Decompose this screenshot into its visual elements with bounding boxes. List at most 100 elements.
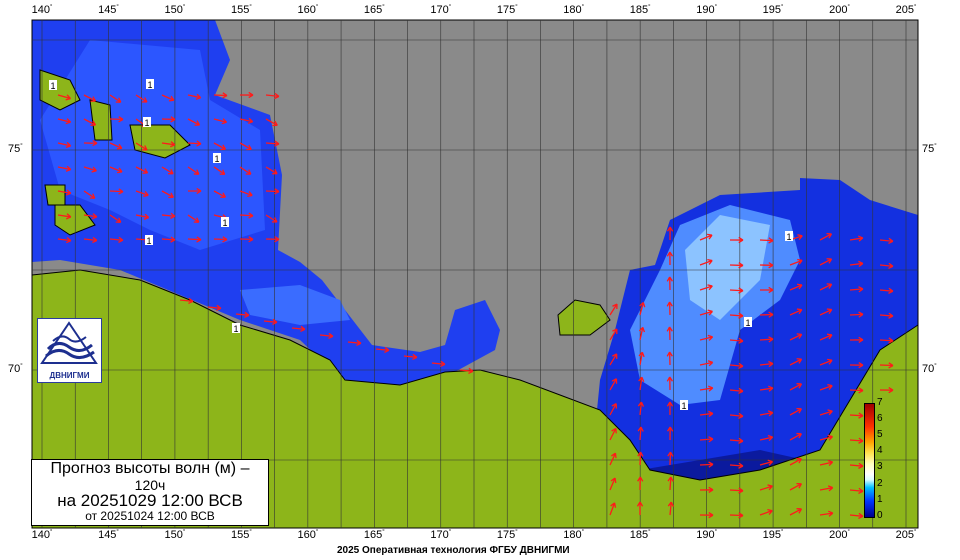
lat-label-70-right: 70° xyxy=(922,363,937,375)
wave-arrow xyxy=(637,451,644,466)
contour-label-bg xyxy=(145,235,153,245)
contour-label: 1 xyxy=(745,318,750,328)
wave-arrow xyxy=(819,384,833,391)
wave-arrow xyxy=(609,477,617,491)
lead-time: 120ч xyxy=(134,476,166,493)
wave-arrow xyxy=(819,434,834,441)
wave-arrow xyxy=(83,190,96,199)
wave-arrow xyxy=(239,142,252,151)
wave-arrow xyxy=(637,476,644,491)
wave-arrow xyxy=(109,166,123,174)
contour-label-bg xyxy=(221,217,229,227)
contour-label: 1 xyxy=(144,118,149,128)
lon-label: 195° xyxy=(762,4,784,16)
wave-arrow xyxy=(375,346,390,354)
wave-arrow xyxy=(849,462,864,469)
wave-arrow xyxy=(666,376,673,391)
wave-arrow xyxy=(729,287,744,294)
wave-arrow xyxy=(239,117,254,124)
wave-arrow xyxy=(849,311,864,318)
wave-arrow xyxy=(265,140,280,147)
wave-arrow xyxy=(699,511,714,519)
wave-arrow xyxy=(213,92,228,99)
wave-arrow xyxy=(849,387,864,394)
lon-label: 185° xyxy=(629,529,651,541)
wave-arrow xyxy=(207,304,222,312)
wave-arrow xyxy=(609,502,617,516)
contour-label: 1 xyxy=(786,232,791,242)
dvnigmi-logo: ДВНИГМИ xyxy=(37,318,102,383)
contour-label: 1 xyxy=(233,324,238,334)
wave-arrow xyxy=(187,214,200,223)
wave-arrow xyxy=(57,237,72,244)
lon-label: 180° xyxy=(563,4,585,16)
wave-arrow xyxy=(789,308,803,316)
wave-arrow xyxy=(849,260,864,268)
wave-arrow xyxy=(83,118,97,126)
wave-arrow xyxy=(789,407,803,416)
wave-arrow xyxy=(666,226,674,241)
wave-arrow xyxy=(57,94,71,101)
wave-arrow xyxy=(789,358,803,366)
wave-arrow xyxy=(187,236,202,243)
wave-arrow xyxy=(789,432,802,441)
wave-arrow xyxy=(849,412,864,419)
wave-arrow xyxy=(789,482,803,491)
lon-label: 155° xyxy=(230,4,252,16)
wave-arrow xyxy=(161,116,176,123)
wave-arrow xyxy=(819,358,833,366)
lon-label: 190° xyxy=(696,4,717,16)
contour-label: 1 xyxy=(681,401,686,411)
wave-arrow xyxy=(789,333,803,341)
wave-arrow xyxy=(161,212,176,219)
wave-arrow xyxy=(729,412,744,420)
wave-arrow xyxy=(667,426,674,441)
wave-arrow xyxy=(789,508,803,516)
contour-label: 1 xyxy=(50,81,55,91)
lon-label: 160° xyxy=(297,529,319,541)
contour-label: 1 xyxy=(146,236,151,246)
wave-arrow xyxy=(459,367,474,375)
wave-arrow xyxy=(879,237,894,245)
wave-arrow xyxy=(759,311,774,318)
wave-arrow xyxy=(729,387,744,395)
wave-arrow xyxy=(699,233,713,241)
lon-label: 185° xyxy=(629,4,651,16)
contour-label-bg xyxy=(146,79,154,89)
colorbar-tick-label: 3 xyxy=(877,461,883,473)
lat-label-70-left: 70° xyxy=(8,363,23,375)
wave-arrow xyxy=(161,166,174,175)
wave-arrow xyxy=(83,166,97,173)
wave-arrow xyxy=(849,286,864,293)
lon-label: 140° xyxy=(31,4,53,16)
wave-arrow xyxy=(759,336,774,343)
lon-label: 200° xyxy=(829,4,850,16)
wave-arrow xyxy=(666,276,673,291)
wave-arrow xyxy=(187,140,202,147)
colorbar-tick-label: 4 xyxy=(877,445,883,457)
wave-arrow xyxy=(636,501,644,516)
wave-arrow xyxy=(609,452,617,466)
wave-arrow xyxy=(609,402,618,416)
wave-arrow xyxy=(109,116,124,123)
wave-arrow xyxy=(759,360,774,368)
wave-arrow xyxy=(819,409,833,416)
wave-arrow xyxy=(666,251,674,266)
lon-label: 160° xyxy=(297,4,319,16)
lon-label: 170° xyxy=(430,4,452,16)
wave-arrow xyxy=(666,351,673,366)
contour-label-bg xyxy=(49,80,57,90)
wave-arrow xyxy=(819,283,833,291)
wave-direction-arrows xyxy=(57,91,894,520)
lon-label: 165° xyxy=(363,529,385,541)
lon-label: 175° xyxy=(496,4,518,16)
wave-arrow xyxy=(637,401,645,416)
wave-arrow xyxy=(699,334,714,341)
wave-arrow xyxy=(179,297,194,305)
lon-label: 140° xyxy=(31,529,53,541)
wave-arrow xyxy=(83,140,98,147)
wave-arrow xyxy=(135,166,149,174)
wave-arrow xyxy=(879,337,894,344)
wave-arrow xyxy=(265,92,280,100)
wave-arrow xyxy=(135,213,150,220)
